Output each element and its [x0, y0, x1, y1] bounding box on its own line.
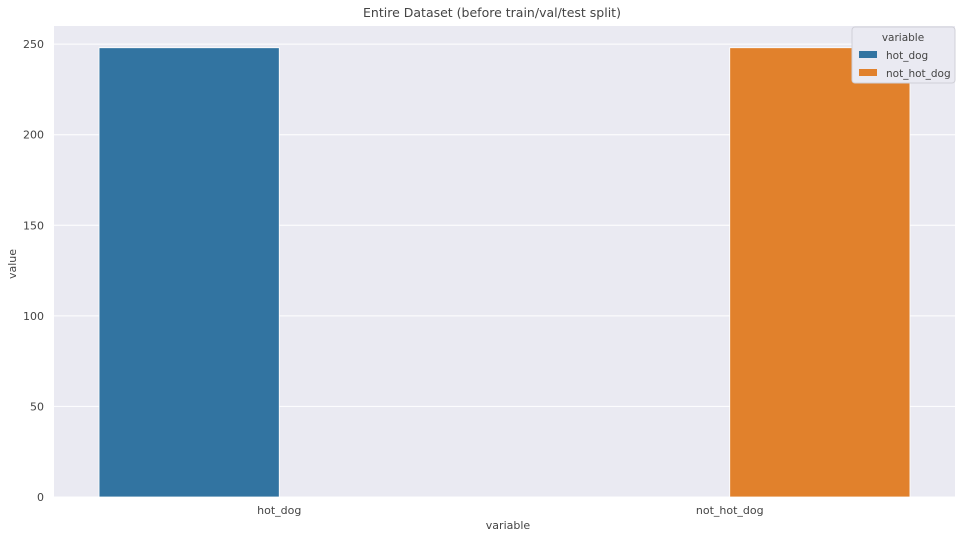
y-axis-label: value: [6, 249, 19, 279]
y-tick-label: 50: [30, 400, 44, 413]
legend: variable hot_dog not_hot_dog: [851, 26, 956, 84]
y-tick-label: 150: [23, 219, 44, 232]
y-tick-label: 200: [23, 129, 44, 142]
legend-title: variable: [882, 32, 924, 44]
y-tick-label: 0: [37, 491, 44, 504]
legend-items: hot_dog not_hot_dog: [859, 50, 951, 80]
x-tick-label: hot_dog: [257, 504, 301, 517]
y-tick-label: 100: [23, 310, 44, 323]
bars: [98, 47, 911, 498]
legend-swatch: [859, 51, 877, 58]
x-axis-label: variable: [486, 519, 531, 532]
x-tick-labels: hot_dog not_hot_dog: [257, 504, 763, 517]
y-tick-labels: 0 50 100 150 200 250: [23, 38, 44, 504]
legend-label: not_hot_dog: [886, 68, 951, 80]
bar-hot-dog: [98, 47, 280, 498]
y-tick-label: 250: [23, 38, 44, 51]
legend-swatch: [859, 69, 877, 76]
x-tick-label: not_hot_dog: [696, 504, 764, 517]
legend-label: hot_dog: [886, 50, 928, 62]
bar-not-hot-dog: [729, 47, 911, 498]
chart-title: Entire Dataset (before train/val/test sp…: [363, 5, 621, 20]
legend-box: [851, 26, 956, 84]
